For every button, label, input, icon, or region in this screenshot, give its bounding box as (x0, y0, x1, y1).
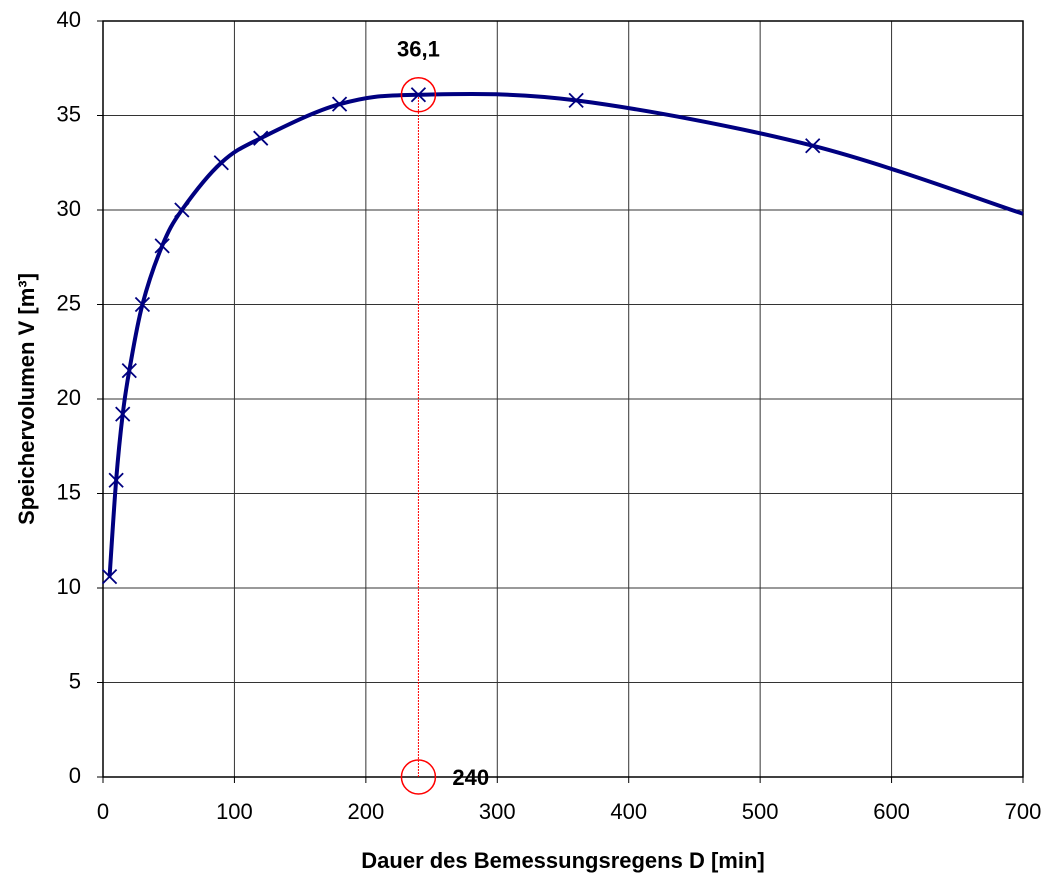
annotation-label: 36,1 (397, 37, 440, 62)
y-tick-label: 40 (57, 7, 81, 32)
data-marker (568, 92, 584, 109)
y-tick-label: 30 (57, 196, 81, 221)
y-tick-label: 0 (69, 763, 81, 788)
x-tick-label: 400 (610, 799, 647, 824)
y-tick-label: 25 (57, 290, 81, 315)
data-marker (331, 96, 348, 112)
data-marker (121, 363, 137, 379)
data-marker (174, 202, 190, 218)
y-axis-title: Speichervolumen V [m³] (14, 273, 39, 525)
data-marker (115, 406, 131, 422)
plot-frame (102, 20, 1024, 778)
y-tick-label: 15 (57, 479, 81, 504)
x-tick-label: 700 (1005, 799, 1042, 824)
data-marker (410, 87, 427, 103)
x-axis-title: Dauer des Bemessungsregens D [min] (361, 848, 764, 873)
annotation-label: 240 (452, 765, 489, 790)
x-tick-label: 0 (97, 799, 109, 824)
data-marker (154, 238, 170, 254)
x-tick-label: 100 (216, 799, 253, 824)
x-tick-label: 600 (873, 799, 910, 824)
x-tick-label: 500 (742, 799, 779, 824)
series-line (107, 91, 1024, 577)
y-tick-label: 5 (69, 668, 81, 693)
x-tick-label: 200 (347, 799, 384, 824)
y-tick-label: 35 (57, 101, 81, 126)
data-marker (213, 155, 229, 171)
annotation-circle (400, 759, 437, 795)
data-marker (101, 569, 118, 585)
annotation-circle (400, 76, 437, 113)
data-marker (805, 138, 821, 154)
x-tick-label: 300 (479, 799, 516, 824)
data-marker (253, 130, 269, 146)
y-tick-label: 20 (57, 385, 81, 410)
data-marker (134, 296, 151, 313)
y-tick-label: 10 (57, 574, 81, 599)
data-marker (108, 472, 124, 488)
